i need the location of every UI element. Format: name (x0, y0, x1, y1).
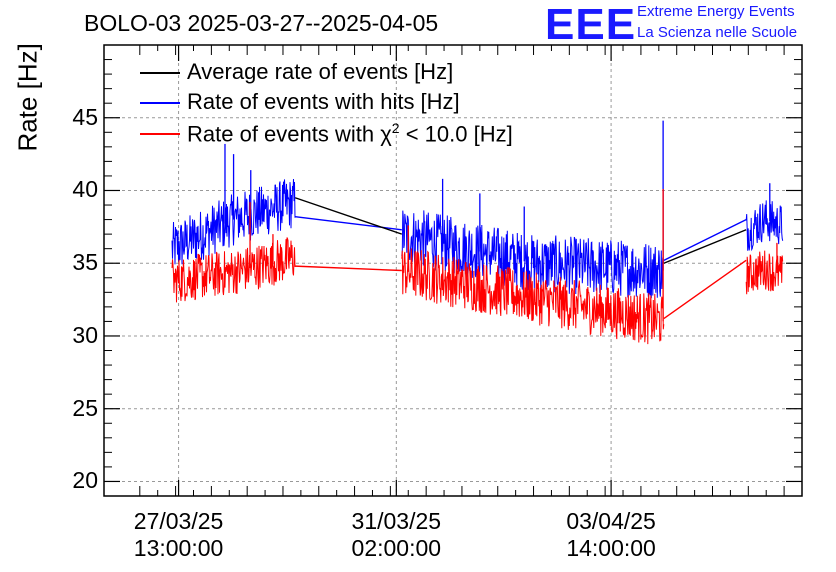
x-tick-label-time: 13:00:00 (133, 535, 224, 561)
eee-logo-line1: Extreme Energy Events (637, 3, 795, 20)
series-chi2-gap-line (295, 265, 402, 272)
series-chi2-segment (401, 247, 665, 345)
legend-label-average: Average rate of events [Hz] (187, 59, 454, 84)
x-tick-label: 03/04/25 14:00:00 (531, 508, 691, 562)
legend-label-hits: Rate of events with hits [Hz] (187, 89, 460, 114)
legend-swatch-average (140, 72, 180, 74)
y-tick-label: 20 (72, 467, 98, 494)
series-hits-segment (745, 200, 784, 252)
series-average (294, 197, 747, 264)
x-tick-label-time: 02:00:00 (351, 535, 442, 561)
eee-logo-line2: La Scienza nelle Scuole (637, 24, 798, 41)
x-tick-label-date: 03/04/25 (566, 508, 656, 534)
legend-chi-exponent: 2 (391, 120, 400, 136)
legend-label-chi2-suffix: < 10.0 [Hz] (399, 121, 513, 147)
y-tick-label: 30 (72, 321, 98, 348)
plot-frame (103, 44, 803, 497)
series-hits-gap-line (295, 215, 402, 231)
series-chi2 (171, 189, 784, 345)
legend-label-chi2-prefix: Rate of events with (187, 121, 381, 147)
series-layer (171, 120, 784, 345)
x-tick-label: 31/03/25 02:00:00 (316, 508, 476, 562)
series-average-gap-line (294, 197, 403, 235)
y-tick-label: 35 (72, 249, 98, 276)
legend-label-chi2: Rate of events with χ2 < 10.0 [Hz] (187, 120, 513, 147)
y-tick-label: 45 (72, 103, 98, 130)
y-tick-label: 40 (72, 176, 98, 203)
legend-swatch-hits (140, 102, 180, 104)
x-tick-label: 27/03/25 13:00:00 (99, 508, 259, 562)
series-chi2-segment (171, 237, 296, 303)
tick-layer (104, 44, 802, 497)
series-average-gap-line (663, 229, 747, 264)
y-axis-label: Rate [Hz] (12, 43, 43, 152)
eee-logo: EEE (545, 0, 637, 49)
x-tick-label-date: 27/03/25 (133, 508, 224, 534)
grid-layer (104, 45, 802, 496)
x-tick-label-date: 31/03/25 (351, 508, 442, 534)
x-tick-label-time: 14:00:00 (566, 535, 656, 561)
series-hits (171, 120, 784, 299)
series-hits-segment (401, 210, 665, 299)
series-hits-segment (171, 178, 296, 265)
y-tick-label: 25 (72, 394, 98, 421)
legend-swatch-chi2 (140, 133, 180, 135)
series-hits-gap-line (663, 218, 747, 261)
series-chi2-gap-line (663, 259, 747, 320)
legend-chi-symbol: χ (380, 121, 392, 147)
chart-title: BOLO-03 2025-03-27--2025-04-05 (84, 10, 439, 36)
